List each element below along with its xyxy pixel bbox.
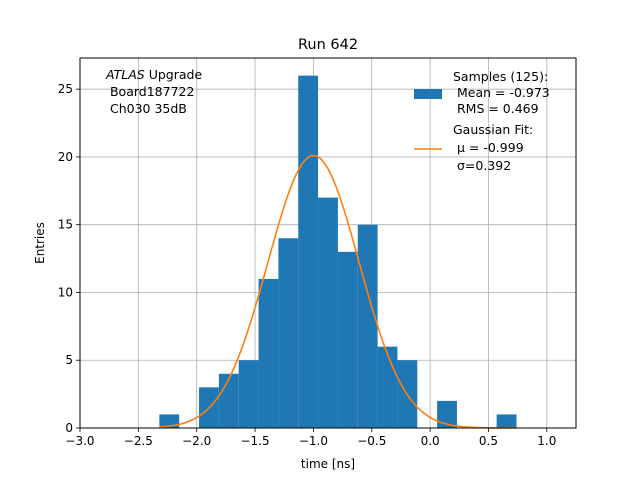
gaussian-fit-layer (159, 154, 517, 429)
y-tick-label: 25 (58, 82, 73, 96)
atlas-label: ATLAS Upgrade (105, 67, 202, 82)
histogram-bar (298, 75, 319, 428)
x-tick-label: 0.0 (421, 434, 440, 448)
y-axis-ticks: 0 5 10 15 20 25 (58, 82, 80, 435)
legend-samples-rms: RMS = 0.469 (453, 101, 539, 116)
x-tick-label: −0.5 (357, 434, 386, 448)
x-tick-label: 0.5 (479, 434, 498, 448)
chart-title: Run 642 (298, 37, 358, 53)
histogram-bar (437, 400, 457, 428)
histogram-bar (258, 278, 279, 428)
x-tick-label: −1.0 (299, 434, 328, 448)
legend-samples-swatch (414, 89, 442, 99)
x-tick-label: 1.0 (537, 434, 556, 448)
atlas-upgrade: Upgrade (145, 67, 203, 82)
atlas-annotation: ATLAS Upgrade Board187722 Ch030 35dB (105, 67, 202, 116)
x-axis-label: time [ns] (301, 457, 355, 471)
channel-label: Ch030 35dB (106, 101, 187, 116)
legend-fit-mu: μ = -0.999 (453, 140, 524, 155)
y-tick-label: 5 (65, 353, 73, 367)
board-label: Board187722 (106, 84, 194, 99)
histogram-bar (318, 197, 338, 428)
y-tick-label: 20 (58, 150, 73, 164)
x-tick-label: −3.0 (65, 434, 94, 448)
legend-fit-sigma: σ=0.392 (453, 158, 511, 173)
legend-samples-title: Samples (125): (453, 69, 548, 84)
atlas-italic: ATLAS (105, 67, 145, 82)
legend: Samples (125): Mean = -0.973 RMS = 0.469… (414, 69, 550, 173)
gaussian-fit-curve (159, 154, 517, 429)
histogram-bar (218, 373, 239, 428)
x-axis-ticks: −3.0 −2.5 −2.0 −1.5 −1.0 −0.5 0.0 0.5 1.0 (65, 428, 556, 448)
x-tick-label: −2.0 (182, 434, 211, 448)
histogram-bar (278, 238, 299, 428)
y-axis-label: Entries (33, 222, 47, 264)
histogram-bar (377, 346, 398, 428)
histogram-bar (357, 224, 378, 428)
legend-fit-title: Gaussian Fit: (453, 122, 533, 137)
x-tick-label: −2.5 (124, 434, 153, 448)
y-tick-label: 10 (58, 285, 73, 299)
legend-samples-mean: Mean = -0.973 (453, 85, 550, 100)
y-tick-label: 0 (65, 421, 73, 435)
x-tick-label: −1.5 (240, 434, 269, 448)
histogram-bar (337, 251, 358, 428)
plot-frame (79, 57, 577, 429)
histogram-bar (496, 414, 517, 428)
y-tick-label: 15 (58, 218, 73, 232)
histogram-bar (238, 360, 259, 428)
